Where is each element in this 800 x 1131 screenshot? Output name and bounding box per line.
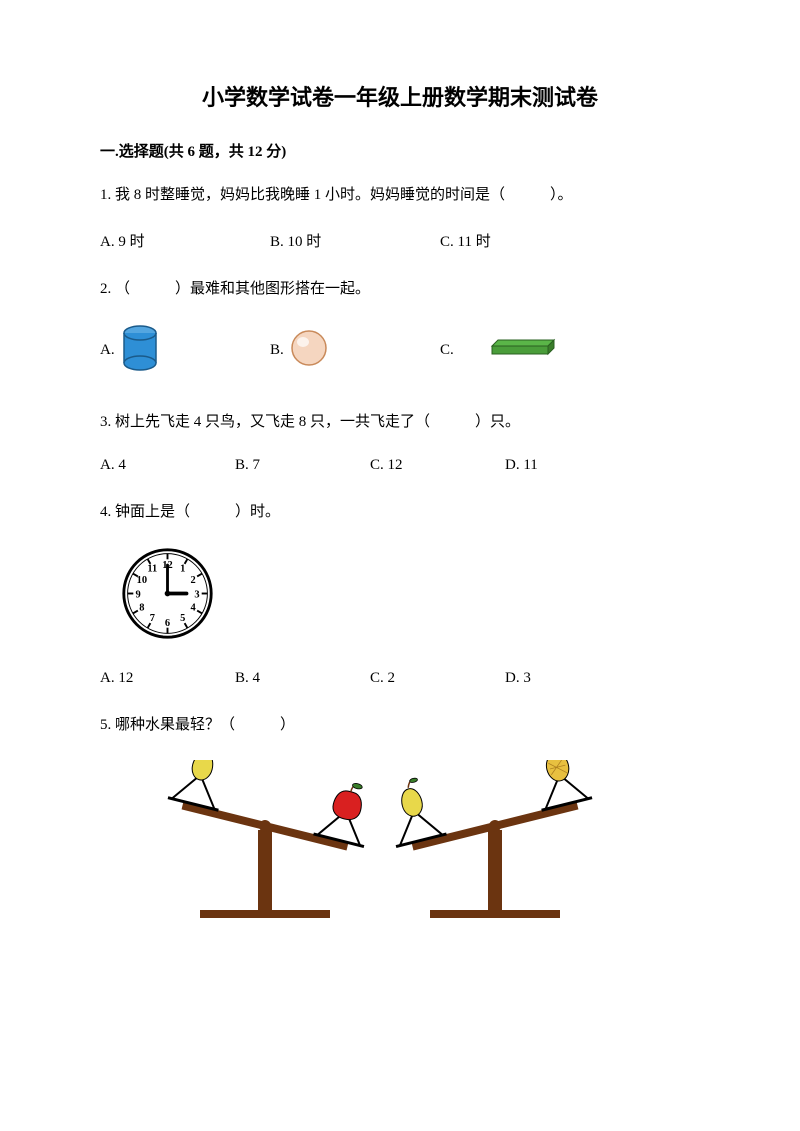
question-1-options: A. 9 时 B. 10 时 C. 11 时: [100, 230, 700, 251]
question-2: 2. （ ）最难和其他图形搭在一起。: [100, 275, 700, 304]
question-3-options: A. 4 B. 7 C. 12 D. 11: [100, 457, 700, 474]
question-2-options: A. B. C.: [100, 323, 700, 378]
svg-text:4: 4: [191, 603, 197, 614]
question-1: 1. 我 8 时整睡觉，妈妈比我晚睡 1 小时。妈妈睡觉的时间是（ ）。: [100, 181, 700, 210]
question-4: 4. 钟面上是（ ）时。: [100, 498, 700, 527]
svg-text:5: 5: [180, 613, 185, 624]
q2-option-c: C.: [440, 338, 558, 363]
section-header: 一.选择题(共 6 题，共 12 分): [100, 140, 700, 161]
q3-option-b: B. 7: [235, 457, 370, 474]
q3-option-c: C. 12: [370, 457, 505, 474]
svg-text:2: 2: [191, 575, 196, 586]
page-title: 小学数学试卷一年级上册数学期末测试卷: [100, 80, 700, 112]
svg-text:10: 10: [137, 575, 147, 586]
pear-icon: [397, 777, 426, 818]
q4-option-a: A. 12: [100, 670, 235, 687]
q4-option-c: C. 2: [370, 670, 505, 687]
svg-text:6: 6: [165, 618, 170, 629]
svg-text:7: 7: [150, 613, 155, 624]
svg-text:8: 8: [139, 603, 144, 614]
q4-option-d: D. 3: [505, 670, 531, 687]
cylinder-icon: [119, 323, 161, 378]
q4-option-b: B. 4: [235, 670, 370, 687]
q2-a-label: A.: [100, 342, 115, 359]
q2-option-a: A.: [100, 323, 270, 378]
question-4-options: A. 12 B. 4 C. 2 D. 3: [100, 670, 700, 687]
sphere-icon: [288, 327, 330, 374]
scale-right: [381, 760, 594, 918]
svg-text:3: 3: [194, 589, 199, 600]
q2-b-label: B.: [270, 342, 284, 359]
question-5: 5. 哪种水果最轻？（ ）: [100, 711, 700, 740]
q2-option-b: B.: [270, 327, 440, 374]
q2-c-label: C.: [440, 342, 454, 359]
apple-icon: [330, 779, 366, 822]
clock-icon: 1212 345 678 91011: [120, 546, 700, 646]
q1-option-a: A. 9 时: [100, 230, 270, 251]
svg-text:9: 9: [135, 589, 140, 600]
q3-option-a: A. 4: [100, 457, 235, 474]
balance-scales-icon: [150, 760, 700, 935]
q1-option-b: B. 10 时: [270, 230, 440, 251]
svg-text:1: 1: [180, 564, 185, 575]
scale-left: [166, 760, 379, 918]
cuboid-icon: [488, 338, 558, 363]
question-3: 3. 树上先飞走 4 只鸟，又飞走 8 只，一共飞走了（ ）只。: [100, 408, 700, 437]
svg-text:11: 11: [147, 564, 157, 575]
q1-option-c: C. 11 时: [440, 230, 491, 251]
q3-option-d: D. 11: [505, 457, 538, 474]
